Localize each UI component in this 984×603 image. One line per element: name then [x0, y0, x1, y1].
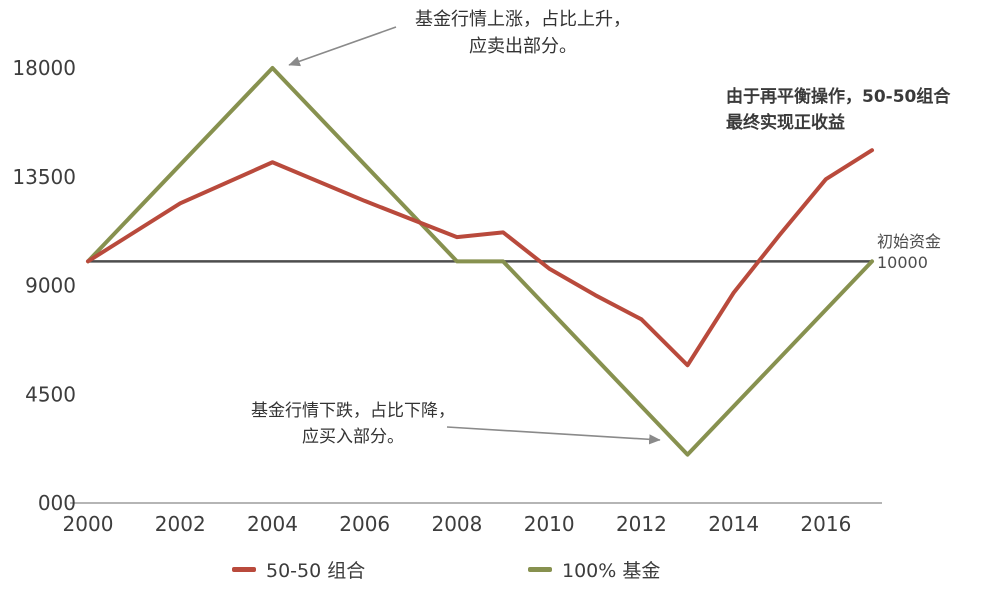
arrow-to-trough-icon: [446, 426, 661, 445]
annotation-sell-line1: 基金行情上涨，占比上升，: [415, 9, 631, 30]
annotation-buy-line1: 基金行情下跌，占比下降，: [251, 401, 455, 421]
x-tick-label: 2010: [524, 512, 575, 536]
legend-swatch-fund-icon: [528, 567, 552, 572]
legend-label-5050: 50-50 组合: [266, 560, 366, 582]
x-tick-label: 2016: [800, 512, 851, 536]
x-tick-label: 2000: [63, 512, 114, 536]
y-tick-label: 4500: [25, 382, 76, 406]
series-line-0: [86, 66, 874, 457]
annotation-sell-line2: 应卖出部分。: [469, 36, 577, 57]
y-tick-label: 18000: [12, 56, 76, 80]
x-tick-label: 2004: [247, 512, 298, 536]
baseline-label: 初始资金 10000: [877, 231, 941, 273]
annotation-result-line2: 最终实现正收益: [726, 113, 845, 133]
x-tick-label: 2006: [339, 512, 390, 536]
x-tick-label: 2012: [616, 512, 667, 536]
legend-item-5050: 50-50 组合: [232, 556, 365, 583]
annotation-sell: 基金行情上涨，占比上升， 应卖出部分。: [398, 6, 648, 60]
legend-label-fund: 100% 基金: [562, 560, 661, 582]
x-tick-label: 2014: [708, 512, 759, 536]
y-tick-label: 000: [38, 491, 76, 515]
baseline-label-title: 初始资金: [877, 232, 942, 251]
legend-swatch-5050-icon: [232, 567, 256, 572]
arrow-to-peak-icon: [288, 26, 397, 67]
y-tick-label: 9000: [25, 274, 76, 298]
legend-item-fund: 100% 基金: [528, 556, 660, 583]
annotation-buy: 基金行情下跌，占比下降， 应买入部分。: [250, 398, 456, 450]
x-tick-label: 2008: [431, 512, 482, 536]
annotation-result-line1: 由于再平衡操作，50-50组合: [726, 87, 951, 107]
baseline-label-value: 10000: [877, 253, 928, 272]
series-line-1: [86, 148, 874, 368]
x-tick-label: 2002: [155, 512, 206, 536]
y-tick-label: 13500: [12, 165, 76, 189]
annotation-result: 由于再平衡操作，50-50组合 最终实现正收益: [726, 84, 980, 136]
annotation-buy-line2: 应买入部分。: [302, 427, 404, 447]
